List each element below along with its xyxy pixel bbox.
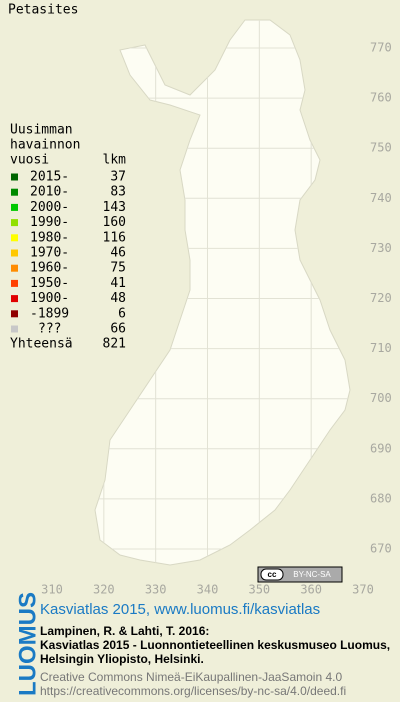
legend-swatch xyxy=(11,295,18,303)
legend-swatch xyxy=(11,310,18,318)
y-tick-label: 730 xyxy=(370,241,392,255)
y-tick-label: 700 xyxy=(370,391,392,405)
citation-line: Lampinen, R. & Lahti, T. 2016: xyxy=(40,624,209,638)
legend-label: -1899 xyxy=(30,306,69,321)
legend-count: 46 xyxy=(110,246,126,261)
y-tick-label: 770 xyxy=(370,41,392,55)
legend-label: 2015- xyxy=(30,170,69,185)
legend-label: 1970- xyxy=(30,246,69,261)
legend-count: 41 xyxy=(110,276,126,291)
x-tick-label: 360 xyxy=(300,583,322,597)
legend-swatch xyxy=(11,234,18,242)
legend-total-label: Yhteensä xyxy=(10,337,73,352)
citation-line: Kasviatlas 2015 - Luonnontieteellinen ke… xyxy=(40,638,390,652)
legend-count: 143 xyxy=(103,200,126,215)
legend-label: 2000- xyxy=(30,200,69,215)
legend-heading: vuosi xyxy=(10,153,49,168)
badge-cc-bg xyxy=(260,568,284,581)
legend-label: 1900- xyxy=(30,291,69,306)
legend-swatch xyxy=(11,325,18,333)
legend-label: 2010- xyxy=(30,185,69,200)
legend-label: 1950- xyxy=(30,276,69,291)
y-tick-label: 760 xyxy=(370,91,392,105)
legend-total: 821 xyxy=(103,337,126,352)
legend-heading: havainnon xyxy=(10,138,80,153)
tick-labels: 770 760 750 740 730 720 710 700 690 680 670 310 320 3… xyxy=(41,41,392,597)
x-tick-label: 310 xyxy=(41,583,63,597)
y-tick-label: 670 xyxy=(370,542,392,556)
license-badge: cc BY-NC-SA xyxy=(257,566,343,583)
y-tick-label: 710 xyxy=(370,341,392,355)
legend-count: 6 xyxy=(118,306,126,321)
legend-swatch xyxy=(11,279,18,287)
legend-count: 37 xyxy=(110,170,126,185)
license-url[interactable]: https://creativecommons.org/licenses/by-… xyxy=(40,684,346,698)
legend-label: 1980- xyxy=(30,230,69,245)
legend-swatch xyxy=(11,188,18,196)
legend-swatch xyxy=(11,173,18,181)
map-title: Petasites xyxy=(8,3,78,18)
legend-label: ??? xyxy=(38,322,61,337)
y-tick-label: 740 xyxy=(370,191,392,205)
legend-heading: Uusimman xyxy=(10,123,73,138)
legend-count: 83 xyxy=(110,185,126,200)
legend-swatch xyxy=(11,219,18,227)
citation-line: Helsingin Yliopisto, Helsinki. xyxy=(40,652,204,666)
x-tick-label: 330 xyxy=(145,583,167,597)
y-tick-label: 690 xyxy=(370,441,392,455)
y-tick-label: 750 xyxy=(370,141,392,155)
atlas-link[interactable]: Kasviatlas 2015, www.luomus.fi/kasviatla… xyxy=(40,601,320,618)
x-tick-label: 320 xyxy=(93,583,115,597)
legend-count: 160 xyxy=(103,215,126,230)
x-tick-label: 340 xyxy=(197,583,219,597)
legend-swatch xyxy=(11,203,18,211)
x-tick-label: 350 xyxy=(248,583,270,597)
legend-count-heading: lkm xyxy=(103,153,127,168)
badge-cc: cc xyxy=(268,570,277,579)
legend-count: 116 xyxy=(103,230,126,245)
license-line: Creative Commons Nimeä-EiKaupallinen-Jaa… xyxy=(40,670,342,684)
logo: LUOMUS xyxy=(14,592,41,696)
x-tick-label: 370 xyxy=(352,583,374,597)
y-tick-label: 720 xyxy=(370,291,392,305)
legend-label: 1960- xyxy=(30,261,69,276)
legend-count: 66 xyxy=(110,322,126,337)
legend-label: 1990- xyxy=(30,215,69,230)
legend-swatch xyxy=(11,264,18,272)
legend-count: 75 xyxy=(110,261,126,276)
y-tick-label: 680 xyxy=(370,491,392,505)
legend-count: 48 xyxy=(110,291,126,306)
map-outline xyxy=(94,19,351,566)
legend-swatch xyxy=(11,249,18,257)
badge-terms: BY-NC-SA xyxy=(293,570,331,579)
